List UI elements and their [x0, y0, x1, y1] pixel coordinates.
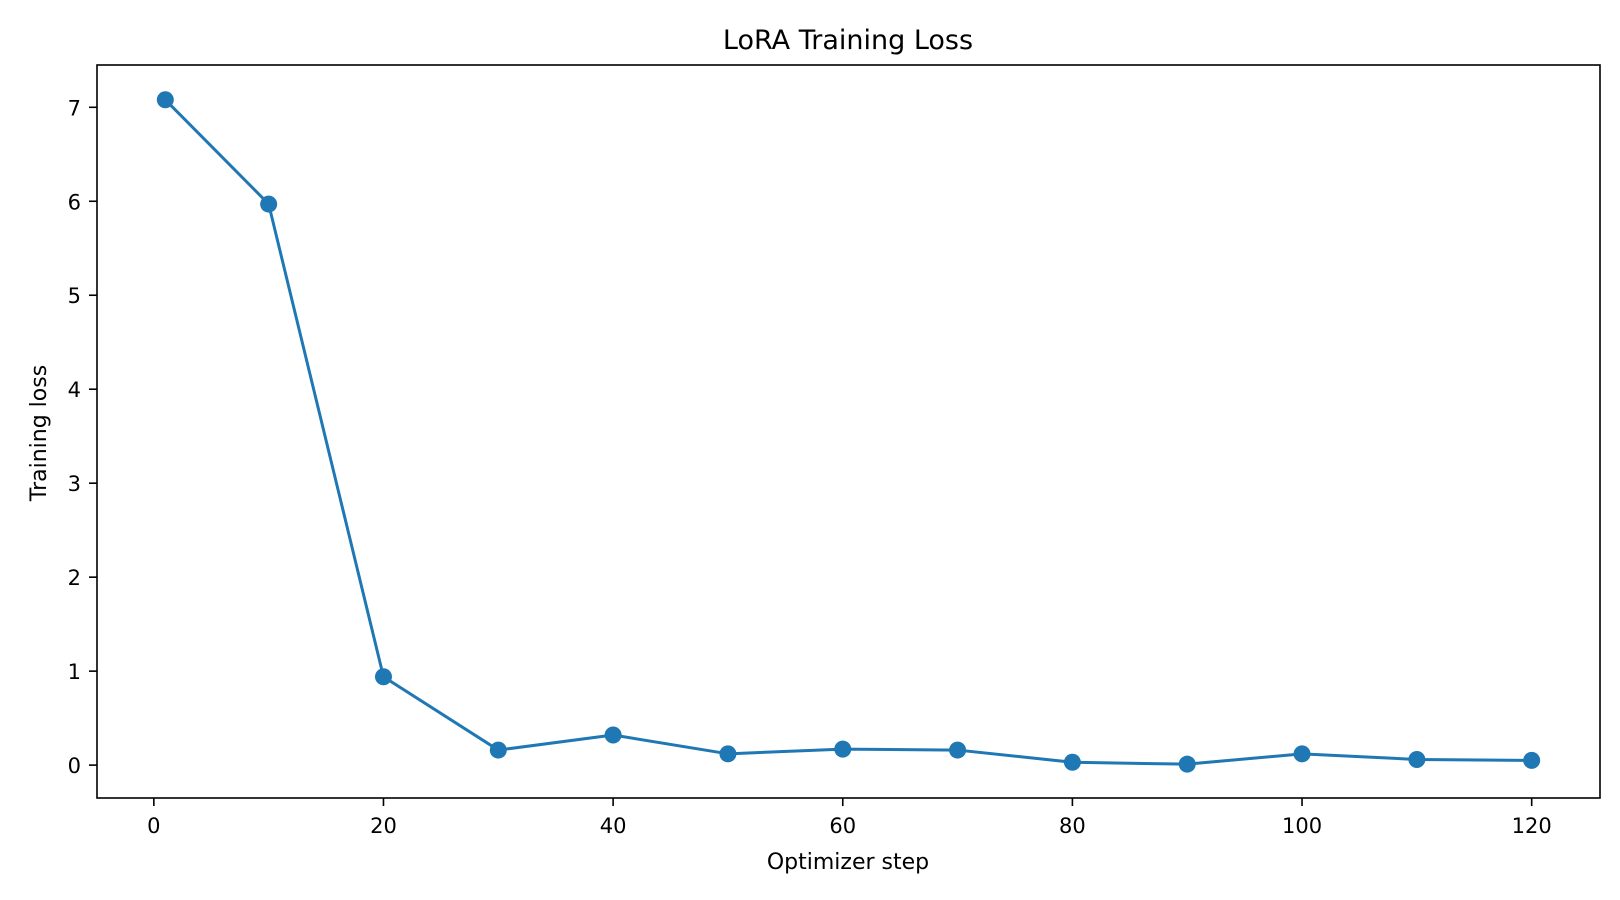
plot-area — [156, 91, 1541, 773]
data-point — [1523, 751, 1541, 769]
y-tick-label: 4 — [68, 378, 81, 402]
x-tick-label: 80 — [1059, 814, 1086, 838]
data-point — [1408, 750, 1426, 768]
data-point — [604, 726, 622, 744]
data-point — [489, 741, 507, 759]
y-tick-label: 1 — [68, 660, 81, 684]
x-tick-label: 100 — [1282, 814, 1322, 838]
x-axis-label: Optimizer step — [767, 850, 929, 875]
data-point — [1293, 745, 1311, 763]
y-tick-label: 6 — [68, 190, 81, 214]
x-tick-label: 60 — [829, 814, 856, 838]
x-tick-label: 40 — [600, 814, 627, 838]
y-tick-label: 7 — [68, 96, 81, 120]
y-axis-label: Training loss — [27, 365, 52, 502]
data-point — [1178, 755, 1196, 773]
y-tick-label: 0 — [68, 754, 81, 778]
chart-title: LoRA Training Loss — [723, 25, 973, 56]
plot-frame — [96, 64, 1601, 799]
x-tick-label: 20 — [370, 814, 397, 838]
axis-ticks: 0 20 40 60 80 100 120 0 1 2 3 4 5 6 7 — [68, 96, 1552, 838]
y-tick-label: 3 — [68, 472, 81, 496]
data-point — [1063, 753, 1081, 771]
data-point — [156, 91, 174, 109]
data-point — [260, 195, 278, 213]
y-tick-label: 5 — [68, 284, 81, 308]
data-point — [719, 745, 737, 763]
data-point — [374, 668, 392, 686]
data-point — [949, 741, 967, 759]
x-tick-label: 0 — [147, 814, 160, 838]
x-tick-label: 120 — [1512, 814, 1552, 838]
y-tick-label: 2 — [68, 566, 81, 590]
data-point — [834, 740, 852, 758]
